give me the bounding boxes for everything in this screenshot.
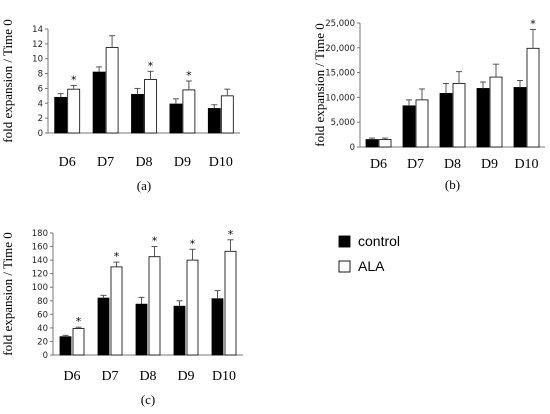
- legend-swatch-ala: [338, 260, 351, 273]
- x-category-label: D7: [97, 155, 114, 170]
- bar-control-d6: [54, 96, 68, 134]
- x-category-label: D7: [101, 369, 118, 384]
- bar-ala-d7: [105, 47, 119, 134]
- bar-ala-d10: [220, 95, 234, 134]
- bar-ala-d10: [526, 47, 540, 148]
- y-tick-label: 10,000: [325, 93, 355, 103]
- y-tick-label: 180: [32, 229, 48, 239]
- panel-label: (a): [137, 178, 151, 193]
- y-tick-label: 0: [43, 351, 48, 361]
- x-category-label: D9: [177, 369, 194, 384]
- x-category-label: D10: [209, 155, 233, 170]
- chart-panel-a: 0 2 4 6 8 10 12 14 fold expansion / Time 0 * D6 D7 *…: [0, 19, 240, 193]
- bar-ala-d6: [67, 88, 81, 134]
- y-tick-label: 20: [37, 337, 48, 347]
- bar-control-d8: [135, 303, 148, 356]
- bar-ala-d9: [186, 259, 199, 356]
- bar-control-d9: [173, 305, 186, 356]
- x-category-label: D6: [370, 157, 387, 172]
- bar-control-d10: [207, 108, 221, 134]
- legend: control ALA: [338, 233, 400, 274]
- y-tick-label: 4: [38, 99, 43, 109]
- x-category-label: D6: [63, 369, 80, 384]
- y-tick-label: 160: [32, 243, 48, 253]
- bar-ala-d9: [182, 89, 196, 134]
- legend-swatch-control: [338, 235, 351, 248]
- bar-ala-d6: [72, 328, 85, 356]
- x-category-label: D8: [139, 369, 156, 384]
- y-tick-label: 140: [32, 256, 48, 266]
- y-tick-label: 120: [32, 270, 48, 280]
- bar-ala-d6: [378, 139, 392, 148]
- x-category-label: D8: [135, 155, 152, 170]
- bar-ala-d7: [110, 266, 123, 356]
- x-category-label: D9: [174, 155, 191, 170]
- significance-star: *: [76, 315, 82, 328]
- y-tick-label: 100: [32, 283, 48, 293]
- panel-label: (b): [445, 177, 460, 192]
- x-category-label: D8: [444, 157, 461, 172]
- bar-control-d7: [92, 71, 106, 134]
- x-category-label: D6: [59, 155, 76, 170]
- bar-control-d10: [211, 298, 224, 356]
- significance-star: *: [190, 237, 196, 250]
- y-tick-label: 12: [32, 40, 43, 50]
- legend-label: control: [358, 233, 400, 249]
- bar-ala-d8: [148, 256, 161, 356]
- y-axis-title: fold expansion / Time 0: [0, 232, 15, 356]
- significance-star: *: [148, 59, 154, 72]
- x-category-label: D7: [407, 157, 424, 172]
- y-tick-label: 0: [350, 143, 355, 153]
- bar-control-d7: [97, 297, 110, 356]
- bar-ala-d10: [224, 250, 237, 356]
- legend-label: ALA: [358, 258, 385, 274]
- bar-control-d8: [131, 93, 144, 134]
- y-tick-label: 5,000: [331, 118, 355, 128]
- significance-star: *: [71, 73, 77, 86]
- y-axis-title: fold expansion / Time 0: [0, 19, 15, 143]
- bar-ala-d7: [415, 99, 429, 148]
- y-axis-title: fold expansion / Time 0: [312, 23, 327, 147]
- y-tick-label: 80: [37, 297, 48, 307]
- bar-control-d10: [513, 87, 527, 148]
- significance-star: *: [114, 250, 120, 263]
- bar-control-d6: [365, 139, 379, 148]
- bar-ala-d8: [144, 79, 157, 134]
- bar-control-d6: [59, 336, 72, 356]
- bar-ala-d8: [452, 83, 466, 148]
- bar-control-d7: [402, 105, 416, 148]
- bar-control-d8: [439, 93, 453, 148]
- x-category-label: D9: [481, 157, 498, 172]
- y-tick-label: 0: [38, 129, 43, 139]
- y-tick-label: 2: [38, 114, 43, 124]
- significance-star: *: [530, 17, 536, 30]
- y-tick-label: 14: [32, 25, 43, 35]
- y-tick-label: 8: [38, 70, 43, 80]
- y-tick-label: 40: [37, 324, 48, 334]
- x-category-label: D10: [514, 157, 538, 172]
- significance-star: *: [228, 228, 234, 241]
- y-tick-label: 25,000: [325, 19, 355, 29]
- significance-star: *: [152, 235, 158, 248]
- y-tick-label: 15,000: [325, 69, 355, 79]
- x-category-label: D10: [212, 369, 236, 384]
- chart-panel-c: 0 20 40 60 80 100 120 140 160 180 fold expansion /…: [0, 228, 243, 407]
- y-tick-label: 6: [38, 84, 43, 94]
- panel-label: (c): [141, 392, 155, 407]
- significance-star: *: [186, 69, 192, 82]
- bar-control-d9: [169, 103, 183, 134]
- bar-ala-d9: [489, 76, 503, 148]
- y-tick-label: 60: [37, 310, 48, 320]
- bar-control-d9: [476, 88, 490, 148]
- y-tick-label: 10: [32, 55, 43, 65]
- y-tick-label: 20,000: [325, 44, 355, 54]
